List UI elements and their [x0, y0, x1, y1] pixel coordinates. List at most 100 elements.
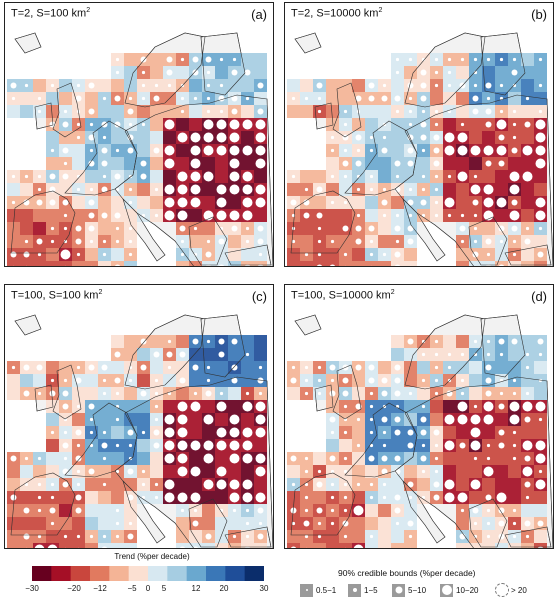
credible-bound-dot [190, 492, 201, 503]
credible-bound-dot [499, 109, 504, 114]
credible-bound-dot [421, 213, 426, 218]
colorbar-swatch [167, 566, 188, 581]
trend-cell [521, 426, 534, 439]
trend-cell [124, 478, 137, 491]
credible-bound-dot [524, 455, 531, 462]
credible-bound-dot [129, 547, 132, 548]
credible-bound-dot [115, 391, 120, 396]
credible-bound-dot [483, 466, 494, 477]
credible-bound-dot [433, 147, 440, 154]
trend-cell [150, 335, 163, 348]
trend-cell [508, 491, 521, 504]
country-border [314, 384, 334, 412]
credible-bound-dot [62, 442, 69, 449]
trend-cell [33, 79, 46, 92]
credible-bound-dot [381, 147, 388, 154]
colorbar-title: Trend (%per decade) [114, 552, 190, 561]
credible-bound-dot [474, 265, 477, 266]
credible-bound-dot [164, 479, 175, 490]
credible-bound-dot [512, 109, 517, 114]
trend-cell [482, 543, 495, 548]
credible-bound-dot [229, 158, 240, 169]
credible-bound-dot [101, 364, 108, 371]
trend-cell [326, 261, 339, 266]
trend-cell [521, 53, 534, 66]
credible-bound-dot [101, 160, 108, 167]
credible-bound-dot [356, 187, 361, 192]
credible-bound-dot [470, 440, 481, 451]
trend-cell [124, 348, 137, 361]
trend-cell [46, 157, 59, 170]
trend-cell [391, 196, 404, 209]
trend-cell [352, 517, 365, 530]
credible-bound-dot [153, 429, 160, 436]
trend-cell [98, 491, 111, 504]
trend-cell [72, 196, 85, 209]
credible-bound-dot [473, 174, 478, 179]
credible-bound-dot [447, 70, 452, 75]
credible-bound-dot [88, 134, 95, 141]
credible-bound-dot [203, 171, 214, 182]
credible-bound-dot [216, 119, 227, 130]
trend-cell [521, 374, 534, 387]
credible-bound-dot [535, 479, 546, 490]
credible-bound-dot [218, 95, 225, 102]
credible-bound-dot [291, 521, 296, 526]
credible-bound-dot [233, 547, 236, 548]
credible-bound-dot [128, 200, 133, 205]
trend-cell [111, 261, 124, 266]
credible-bound-dot [535, 401, 546, 412]
credible-bound-dot [75, 377, 82, 384]
trend-cell [124, 400, 137, 413]
credible-bound-dot [154, 417, 159, 422]
trend-cell [241, 374, 254, 387]
credible-bound-dot [37, 109, 42, 114]
credible-bound-dot [37, 187, 42, 192]
credible-bound-dot [257, 225, 264, 232]
credible-bound-dot [177, 427, 188, 438]
trend-cell [85, 543, 98, 548]
credible-bound-dot [76, 365, 81, 370]
credible-bound-dot [407, 520, 414, 527]
credible-bound-dot [255, 119, 266, 130]
trend-cell [482, 478, 495, 491]
trend-cell [137, 400, 150, 413]
trend-cell [482, 66, 495, 79]
credible-bound-dot [447, 83, 452, 88]
credible-bound-dot [470, 427, 481, 438]
credible-bound-dot [140, 160, 147, 167]
credible-bound-dot [511, 225, 518, 232]
credible-bound-dot [353, 505, 364, 516]
trend-cell [137, 374, 150, 387]
credible-bound-dot [498, 533, 505, 540]
trend-cell [111, 335, 124, 348]
credible-bound-dot [316, 212, 323, 219]
credible-bound-dot [317, 391, 322, 396]
credible-bound-dot [538, 352, 543, 357]
trend-cell [85, 452, 98, 465]
credible-bound-dot [485, 377, 492, 384]
trend-cell [228, 400, 241, 413]
credible-bound-dot [356, 482, 361, 487]
credible-bound-dot [343, 109, 348, 114]
trend-cell [228, 348, 241, 361]
credible-bound-dot [512, 430, 517, 435]
credible-bound-dot [498, 338, 505, 345]
trend-cell [254, 92, 267, 105]
trend-cell [241, 53, 254, 66]
credible-bound-dot [343, 252, 348, 257]
trend-cell [111, 361, 124, 374]
trend-cell [404, 543, 417, 548]
trend-cell [378, 543, 391, 548]
credible-bound-dot [193, 96, 198, 101]
credible-bound-dot [88, 82, 95, 89]
credible-bound-dot [509, 184, 520, 195]
credible-bound-dot [421, 495, 426, 500]
trend-cell [456, 335, 469, 348]
trend-cell [469, 387, 482, 400]
credible-bound-dot [330, 495, 335, 500]
trend-cell [98, 465, 111, 478]
trend-cell [404, 465, 417, 478]
trend-cell [150, 66, 163, 79]
credible-bound-dot [381, 377, 388, 384]
